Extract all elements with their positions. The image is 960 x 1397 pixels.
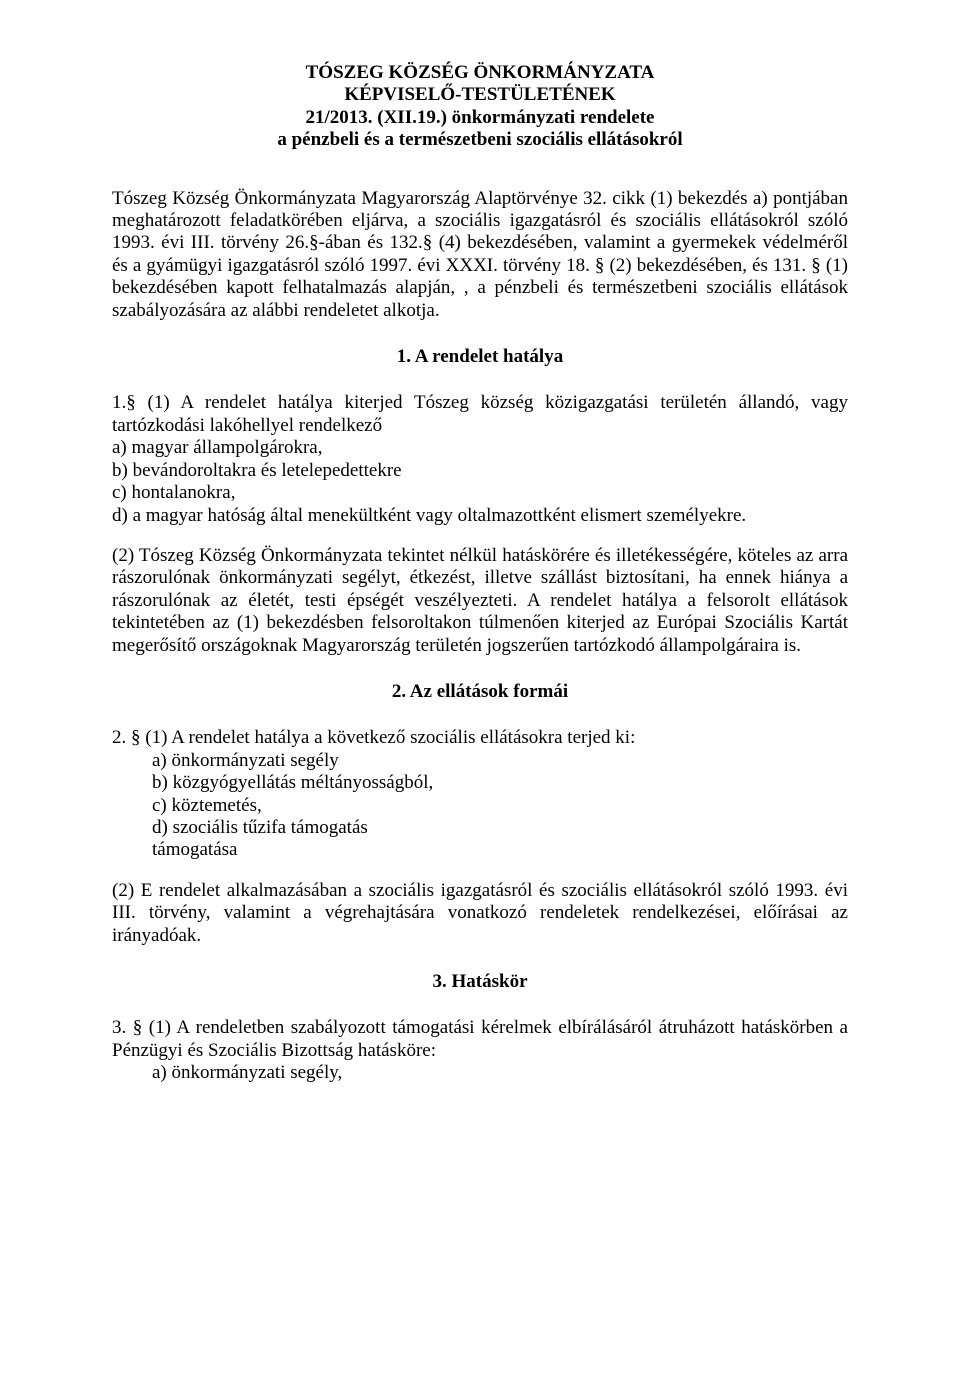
title-line-4: a pénzbeli és a természetbeni szociális … [112,129,848,151]
spacer [112,657,848,681]
title-block: TÓSZEG KÖZSÉG ÖNKORMÁNYZATA KÉPVISELŐ-TE… [112,62,848,152]
list-item: a) önkormányzati segély, [152,1062,848,1084]
list-item: c) hontalanokra, [112,482,848,504]
list-item: b) bevándoroltakra és letelepedettekre [112,460,848,482]
list-item: d) szociális tűzifa támogatás [152,817,848,839]
list-item: d) a magyar hatóság által menekültként v… [112,505,848,527]
spacer [112,322,848,346]
section-1-para-2: (2) Tószeg Község Önkormányzata tekintet… [112,545,848,657]
preamble-paragraph: Tószeg Község Önkormányzata Magyarország… [112,188,848,322]
section-3-list: a) önkormányzati segély, [112,1062,848,1084]
section-1-para-1-intro: 1.§ (1) A rendelet hatálya kiterjed Tósz… [112,392,848,437]
section-2-para-1-intro: 2. § (1) A rendelet hatálya a következő … [112,727,848,749]
section-2-para-2: (2) E rendelet alkalmazásában a szociáli… [112,880,848,947]
section-3-heading: 3. Hatáskör [112,971,848,993]
list-item: a) önkormányzati segély [152,750,848,772]
spacer [112,993,848,1017]
section-2-list: a) önkormányzati segély b) közgyógyellát… [112,750,848,862]
section-1-heading: 1. A rendelet hatálya [112,346,848,368]
title-line-2: KÉPVISELŐ-TESTÜLETÉNEK [112,84,848,106]
section-2-heading: 2. Az ellátások formái [112,681,848,703]
list-item: c) köztemetés, [152,795,848,817]
document-page: TÓSZEG KÖZSÉG ÖNKORMÁNYZATA KÉPVISELŐ-TE… [0,0,960,1397]
list-item-tail: támogatása [152,839,848,861]
title-line-1: TÓSZEG KÖZSÉG ÖNKORMÁNYZATA [112,62,848,84]
spacer [112,862,848,880]
spacer [112,947,848,971]
list-item: a) magyar állampolgárokra, [112,437,848,459]
spacer [112,368,848,392]
list-item: b) közgyógyellátás méltányosságból, [152,772,848,794]
spacer [112,527,848,545]
title-line-3: 21/2013. (XII.19.) önkormányzati rendele… [112,107,848,129]
spacer [112,152,848,188]
spacer [112,703,848,727]
section-3-para-1-intro: 3. § (1) A rendeletben szabályozott támo… [112,1017,848,1062]
section-1-list: a) magyar állampolgárokra, b) bevándorol… [112,437,848,527]
